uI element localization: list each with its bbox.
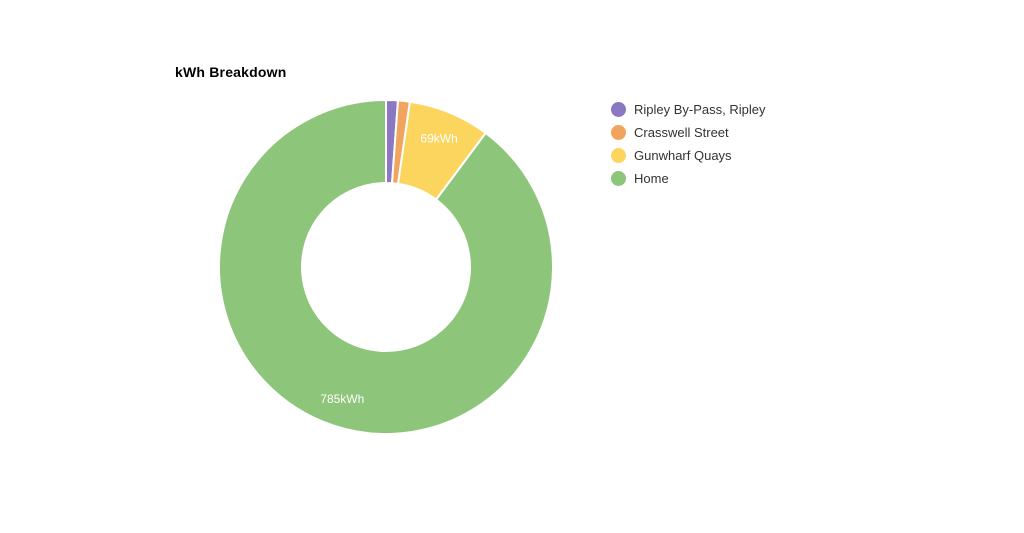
slice-data-label-home: 785kWh bbox=[320, 392, 364, 406]
legend-item-home[interactable]: Home bbox=[611, 170, 766, 186]
legend-marker-icon bbox=[611, 170, 626, 186]
pie-slice-home[interactable] bbox=[218, 99, 554, 435]
legend-item-label: Gunwharf Quays bbox=[634, 147, 732, 163]
slice-data-label-gunwharf-quays: 69kWh bbox=[420, 132, 457, 146]
legend-item-ripley-by-pass-ripley[interactable]: Ripley By-Pass, Ripley bbox=[611, 101, 766, 117]
legend-item-crasswell-street[interactable]: Crasswell Street bbox=[611, 124, 766, 140]
chart-legend: Ripley By-Pass, Ripley Crasswell Street Gu… bbox=[611, 101, 766, 186]
legend-item-label: Crasswell Street bbox=[634, 124, 729, 140]
legend-item-label: Home bbox=[634, 170, 669, 186]
chart-title: kWh Breakdown bbox=[175, 64, 287, 80]
legend-marker-icon bbox=[611, 124, 626, 140]
legend-item-label: Ripley By-Pass, Ripley bbox=[634, 101, 766, 117]
legend-marker-icon bbox=[611, 147, 626, 163]
legend-marker-icon bbox=[611, 101, 626, 117]
legend-item-gunwharf-quays[interactable]: Gunwharf Quays bbox=[611, 147, 766, 163]
